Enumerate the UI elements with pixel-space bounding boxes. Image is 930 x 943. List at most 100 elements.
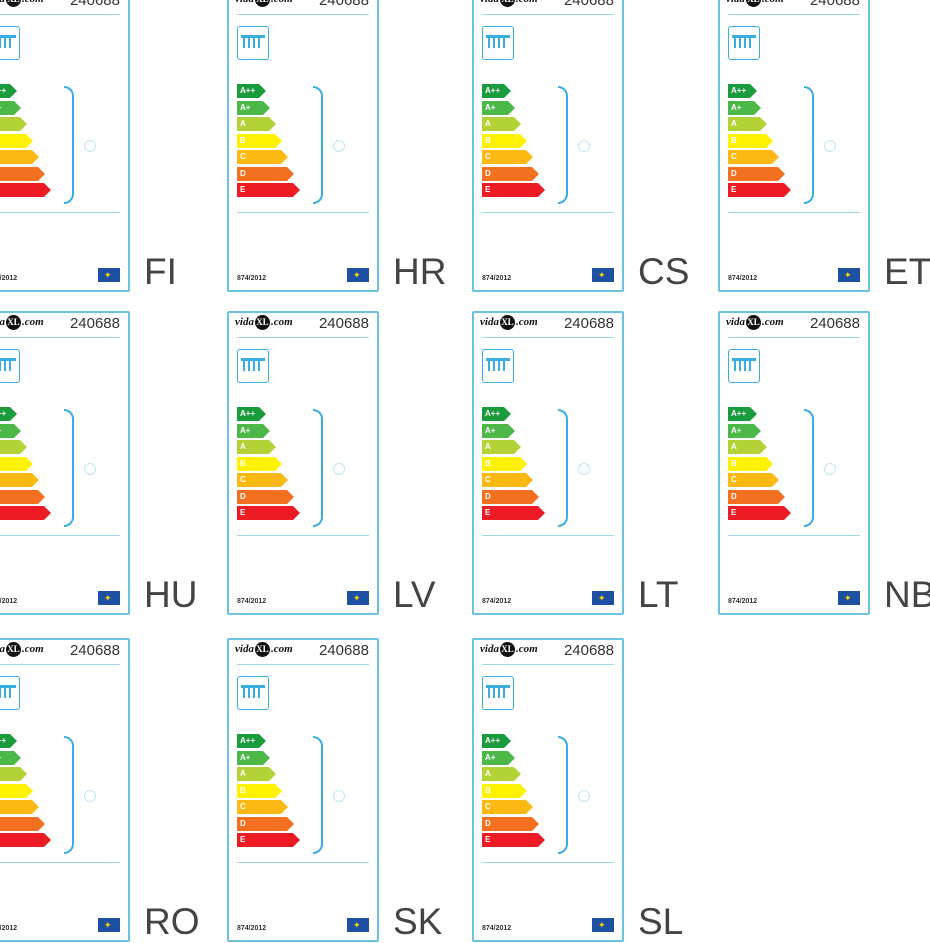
- eu-flag-icon: [592, 591, 614, 605]
- energy-label-nb: vida XL .com 240688 A++ A+ A B C D E 874/2012: [718, 311, 870, 615]
- compatibility-brace: [558, 86, 568, 204]
- regulation-number: 874/2012: [0, 598, 18, 605]
- energy-class-bar: B: [0, 456, 33, 471]
- energy-class-bar: A: [237, 767, 276, 781]
- divider: [482, 535, 614, 536]
- divider: [237, 212, 369, 213]
- language-code: LV: [393, 574, 436, 615]
- energy-class-bar: D: [482, 816, 539, 831]
- energy-class-bar: A++: [237, 734, 266, 748]
- energy-class-bar: B: [482, 783, 527, 798]
- energy-class-bar: D: [728, 166, 785, 181]
- bulb-icon: [578, 463, 590, 475]
- regulation-number: 874/2012: [482, 275, 512, 282]
- energy-class-bar: A++: [237, 407, 266, 421]
- energy-label-sk: vida XL .com 240688 A++ A+ A B C D E 874/2012: [227, 638, 379, 942]
- energy-class-bar: A+: [237, 423, 270, 438]
- energy-class-bar: A: [0, 767, 27, 781]
- divider: [728, 535, 860, 536]
- eu-flag-icon: [592, 918, 614, 932]
- product-code: 240688: [563, 642, 614, 659]
- bulb-icon: [84, 140, 96, 152]
- energy-class-bar: C: [237, 800, 288, 814]
- energy-class-bar: A++: [728, 84, 757, 98]
- lamp-icon: [482, 26, 514, 60]
- energy-class-bar: A+: [482, 750, 515, 765]
- bulb-icon: [333, 463, 345, 475]
- energy-label-lv: vida XL .com 240688 A++ A+ A B C D E 874/2012: [227, 311, 379, 615]
- language-code: ET: [884, 251, 930, 292]
- energy-class-bar: E: [0, 833, 51, 847]
- energy-class-bar: E: [728, 506, 791, 520]
- regulation-number: 874/2012: [0, 925, 18, 932]
- lamp-icon: [237, 676, 269, 710]
- energy-class-bar: C: [0, 150, 39, 164]
- energy-class-bar: D: [0, 816, 45, 831]
- compatibility-brace: [804, 409, 814, 527]
- product-code: 240688: [809, 315, 860, 332]
- energy-label-sl: vida XL .com 240688 A++ A+ A B C D E 874/2012: [472, 638, 624, 942]
- bulb-icon: [578, 140, 590, 152]
- compatibility-brace: [558, 409, 568, 527]
- divider: [237, 862, 369, 863]
- energy-class-bar: A: [728, 440, 767, 454]
- bulb-icon: [84, 790, 96, 802]
- divider: [482, 337, 614, 338]
- energy-class-bar: A+: [237, 750, 270, 765]
- lamp-icon: [482, 349, 514, 383]
- energy-class-bar: B: [728, 133, 773, 148]
- energy-class-bar: A+: [482, 423, 515, 438]
- energy-class-bar: A++: [237, 84, 266, 98]
- energy-class-bar: C: [482, 150, 533, 164]
- energy-class-bar: A+: [0, 750, 21, 765]
- product-code: 240688: [69, 315, 120, 332]
- energy-class-bar: E: [482, 183, 545, 197]
- energy-class-bar: E: [0, 506, 51, 520]
- language-code: CS: [638, 251, 690, 292]
- energy-class-bar: A++: [482, 84, 511, 98]
- energy-class-bar: A: [482, 117, 521, 131]
- product-code: 240688: [809, 0, 860, 9]
- regulation-number: 874/2012: [237, 275, 267, 282]
- energy-class-bar: E: [0, 183, 51, 197]
- energy-class-bar: C: [0, 800, 39, 814]
- energy-class-bar: A+: [0, 100, 21, 115]
- divider: [482, 212, 614, 213]
- divider: [728, 14, 860, 15]
- language-code: SK: [393, 901, 443, 942]
- energy-class-bar: C: [0, 473, 39, 487]
- energy-class-bar: A: [237, 440, 276, 454]
- eu-flag-icon: [98, 591, 120, 605]
- divider: [237, 14, 369, 15]
- divider: [237, 337, 369, 338]
- energy-class-bar: A: [482, 440, 521, 454]
- language-code: FI: [144, 251, 177, 292]
- divider: [482, 14, 614, 15]
- energy-class-bar: C: [728, 150, 779, 164]
- divider: [237, 664, 369, 665]
- energy-class-bar: A: [237, 117, 276, 131]
- divider: [0, 337, 120, 338]
- energy-class-bar: A+: [0, 423, 21, 438]
